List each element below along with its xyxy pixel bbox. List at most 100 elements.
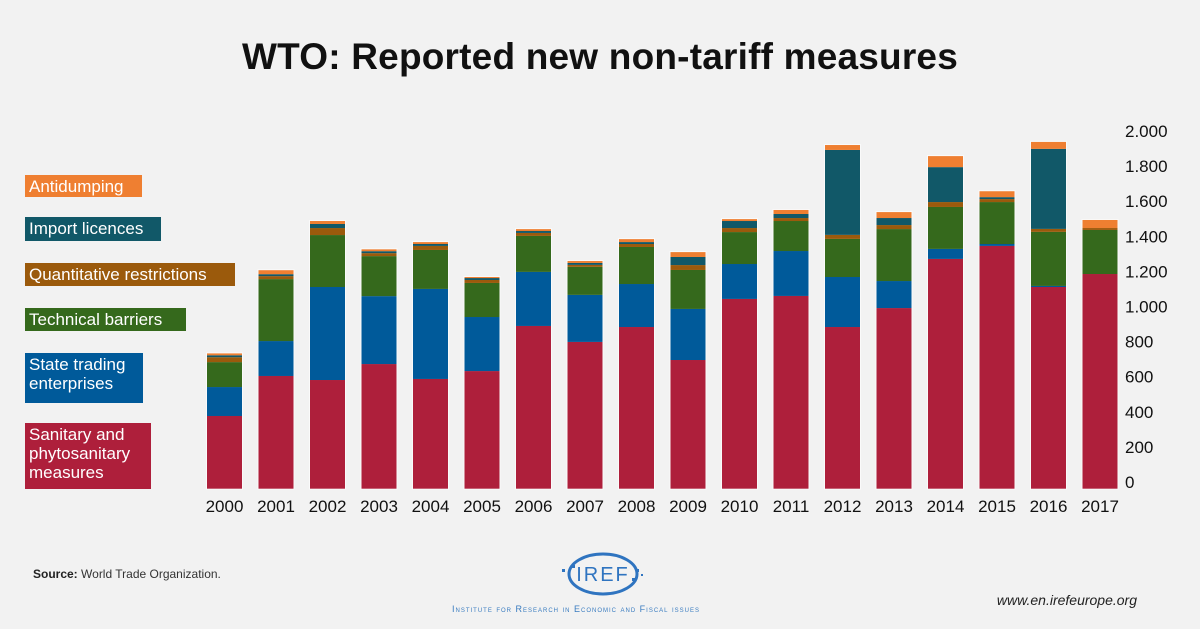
bar-segment-quantitative-restrictions-2005 bbox=[464, 279, 500, 283]
bar-segment-import-licences-2000 bbox=[207, 355, 242, 358]
legend-label: Quantitative restrictions bbox=[29, 265, 207, 284]
x-tick-label: 2013 bbox=[875, 497, 913, 516]
x-tick-label: 2002 bbox=[309, 497, 347, 516]
bar-segment-state-trading-enterprises-2013 bbox=[876, 281, 912, 309]
x-tick-label: 2011 bbox=[773, 497, 810, 516]
institute-name: Institute for Research in Economic and F… bbox=[452, 604, 701, 614]
bar-segment-sanitary-and-phytosanitary-measures-2009 bbox=[670, 360, 706, 489]
bar-segment-quantitative-restrictions-2013 bbox=[876, 225, 912, 230]
bar-segment-state-trading-enterprises-2004 bbox=[413, 288, 448, 379]
bar-segment-antidumping-2014 bbox=[928, 156, 963, 168]
bar-segment-antidumping-2015 bbox=[979, 191, 1015, 198]
bar-segment-antidumping-2009 bbox=[670, 252, 706, 257]
bar-segment-sanitary-and-phytosanitary-measures-2003 bbox=[361, 364, 397, 489]
bar-segment-antidumping-2006 bbox=[516, 229, 551, 232]
bar-segment-technical-barriers-2006 bbox=[516, 235, 551, 272]
bar-segment-sanitary-and-phytosanitary-measures-2008 bbox=[619, 327, 654, 489]
x-tick-label: 2004 bbox=[412, 497, 450, 516]
bar-segment-sanitary-and-phytosanitary-measures-2007 bbox=[567, 341, 603, 489]
x-tick-label: 2000 bbox=[206, 497, 244, 516]
bar-segment-technical-barriers-2007 bbox=[567, 266, 603, 295]
bar-segment-quantitative-restrictions-2009 bbox=[670, 265, 706, 270]
bar-segment-technical-barriers-2009 bbox=[670, 269, 706, 309]
x-tick-label: 2005 bbox=[463, 497, 501, 516]
bar-segment-sanitary-and-phytosanitary-measures-2011 bbox=[773, 295, 809, 489]
bar-segment-technical-barriers-2014 bbox=[928, 206, 963, 249]
bar-segment-antidumping-2016 bbox=[1031, 141, 1066, 149]
bar-segment-import-licences-2009 bbox=[670, 256, 706, 266]
x-tick-label: 2006 bbox=[515, 497, 553, 516]
bar-segment-import-licences-2001 bbox=[258, 274, 294, 277]
bar-outline-2016 bbox=[1030, 140, 1067, 490]
bar-segment-sanitary-and-phytosanitary-measures-2014 bbox=[928, 258, 963, 489]
y-tick-label: 0 bbox=[1125, 473, 1134, 492]
y-tick-label: 800 bbox=[1125, 333, 1153, 352]
bar-segment-sanitary-and-phytosanitary-measures-2015 bbox=[979, 245, 1015, 489]
bar-segment-state-trading-enterprises-2012 bbox=[825, 276, 860, 328]
bar-segment-quantitative-restrictions-2010 bbox=[722, 228, 757, 233]
bar-segment-import-licences-2003 bbox=[361, 251, 397, 254]
bar-outline-2003 bbox=[360, 248, 398, 490]
bar-segment-quantitative-restrictions-2006 bbox=[516, 232, 551, 236]
bar-segment-import-licences-2008 bbox=[619, 242, 654, 245]
bar-segment-sanitary-and-phytosanitary-measures-2001 bbox=[258, 375, 294, 489]
source-note: Source: World Trade Organization. bbox=[33, 567, 221, 581]
bar-segment-import-licences-2013 bbox=[876, 218, 912, 226]
bar-segment-quantitative-restrictions-2001 bbox=[258, 276, 294, 280]
legend-item-state-trading-enterprises: State trading enterprises bbox=[25, 353, 143, 403]
bar-segment-antidumping-2001 bbox=[258, 270, 294, 275]
bar-segment-technical-barriers-2004 bbox=[413, 249, 448, 289]
bar-segment-state-trading-enterprises-2005 bbox=[464, 317, 500, 372]
bar-segment-quantitative-restrictions-2015 bbox=[979, 199, 1015, 203]
iref-logo: IREF bbox=[562, 552, 643, 596]
bar-outline-2010 bbox=[721, 218, 758, 490]
bar-segment-quantitative-restrictions-2004 bbox=[413, 245, 448, 250]
bars-group bbox=[206, 140, 1119, 490]
y-tick-label: 1.800 bbox=[1125, 157, 1168, 176]
y-axis-ticks: 0 200 400 600 800 1.000 1.200 1.400 1.600 1.800 2.… bbox=[1125, 122, 1168, 492]
bar-segment-import-licences-2007 bbox=[567, 262, 603, 265]
bar-outline-2006 bbox=[515, 228, 552, 490]
y-tick-label: 600 bbox=[1125, 368, 1153, 387]
bar-segment-state-trading-enterprises-2016 bbox=[1031, 285, 1066, 287]
y-tick-label: 400 bbox=[1125, 403, 1153, 422]
legend-item-sanitary-phytosanitary: Sanitary and phytosanitary measures bbox=[25, 423, 151, 489]
bar-segment-technical-barriers-2002 bbox=[310, 235, 345, 287]
bar-segment-quantitative-restrictions-2002 bbox=[310, 228, 345, 236]
x-tick-label: 2014 bbox=[927, 497, 965, 516]
bar-segment-state-trading-enterprises-2001 bbox=[258, 341, 294, 376]
y-tick-label: 200 bbox=[1125, 438, 1153, 457]
bar-outline-2012 bbox=[824, 144, 861, 490]
logo-dot bbox=[641, 574, 643, 576]
bar-segment-quantitative-restrictions-2014 bbox=[928, 202, 963, 207]
bar-segment-state-trading-enterprises-2015 bbox=[979, 244, 1015, 246]
logo-dot bbox=[572, 565, 575, 568]
bar-segment-quantitative-restrictions-2000 bbox=[207, 357, 242, 363]
bar-outline-2013 bbox=[875, 211, 913, 490]
legend-item-import-licences: Import licences bbox=[25, 217, 161, 241]
bar-segment-quantitative-restrictions-2011 bbox=[773, 218, 809, 222]
bar-segment-import-licences-2002 bbox=[310, 223, 345, 229]
bar-segment-technical-barriers-2000 bbox=[207, 362, 242, 388]
legend-label: Antidumping bbox=[29, 177, 124, 196]
bar-segment-state-trading-enterprises-2009 bbox=[670, 308, 706, 361]
bar-segment-quantitative-restrictions-2016 bbox=[1031, 228, 1066, 232]
bar-segment-import-licences-2016 bbox=[1031, 148, 1066, 229]
logo-dot bbox=[632, 578, 635, 581]
bar-segment-import-licences-2006 bbox=[516, 231, 551, 233]
legend-label: State trading enterprises bbox=[29, 355, 126, 393]
bar-segment-state-trading-enterprises-2003 bbox=[361, 296, 397, 365]
x-tick-label: 2017 bbox=[1081, 497, 1119, 516]
bar-segment-import-licences-2012 bbox=[825, 149, 860, 235]
bar-segment-quantitative-restrictions-2007 bbox=[567, 264, 603, 267]
bar-segment-sanitary-and-phytosanitary-measures-2000 bbox=[207, 415, 242, 489]
bar-segment-antidumping-2017 bbox=[1082, 219, 1118, 229]
x-tick-label: 2015 bbox=[978, 497, 1016, 516]
bar-segment-antidumping-2000 bbox=[207, 353, 242, 356]
bar-segment-technical-barriers-2008 bbox=[619, 246, 654, 285]
bar-segment-antidumping-2013 bbox=[876, 212, 912, 219]
legend-item-technical-barriers: Technical barriers bbox=[25, 308, 186, 331]
bar-segment-antidumping-2003 bbox=[361, 249, 397, 252]
bar-segment-state-trading-enterprises-2000 bbox=[207, 387, 242, 416]
bar-segment-import-licences-2010 bbox=[722, 221, 757, 229]
